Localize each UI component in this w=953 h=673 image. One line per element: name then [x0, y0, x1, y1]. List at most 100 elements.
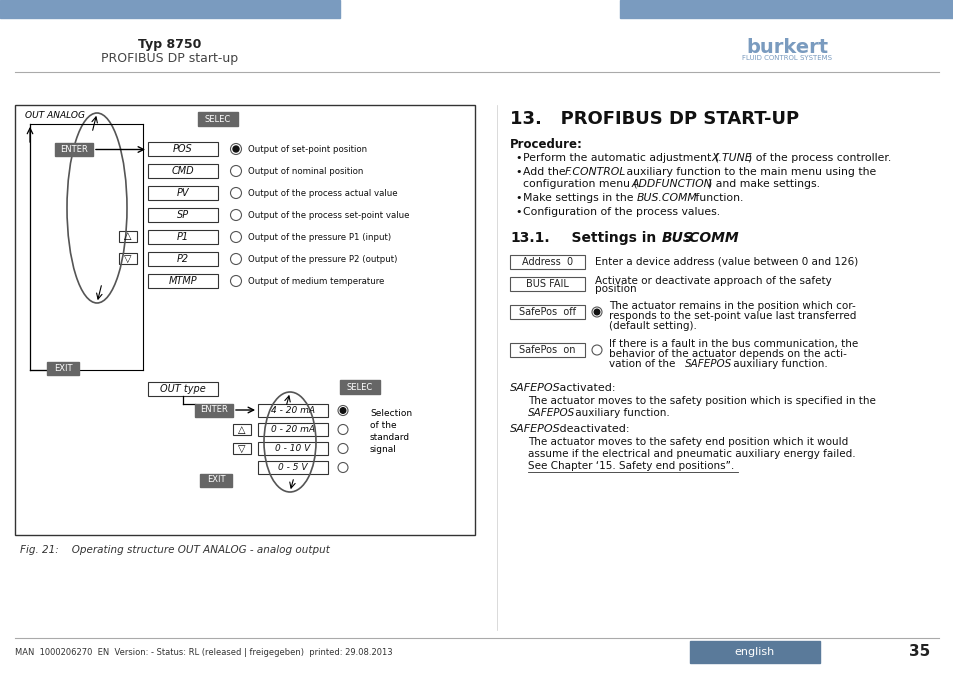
- Bar: [339, 380, 379, 394]
- Text: ADDFUNCTION: ADDFUNCTION: [631, 179, 712, 189]
- Bar: [510, 343, 584, 357]
- Text: 0 - 20 mA: 0 - 20 mA: [271, 425, 314, 434]
- Text: PROFIBUS DP start-up: PROFIBUS DP start-up: [101, 52, 238, 65]
- Bar: [148, 382, 218, 396]
- Text: SAFEPOS: SAFEPOS: [510, 424, 560, 434]
- Text: •: •: [515, 153, 521, 163]
- Text: Selection: Selection: [370, 409, 412, 419]
- Bar: [194, 404, 233, 417]
- Text: auxiliary function.: auxiliary function.: [572, 408, 669, 418]
- Text: vation of the: vation of the: [608, 359, 678, 369]
- Circle shape: [337, 444, 348, 454]
- Text: deactivated:: deactivated:: [556, 424, 629, 434]
- Text: △: △: [238, 425, 246, 435]
- Bar: [198, 112, 237, 126]
- Text: english: english: [734, 647, 774, 657]
- Circle shape: [592, 345, 601, 355]
- Text: Output of medium temperature: Output of medium temperature: [248, 277, 384, 285]
- Text: ENTER: ENTER: [60, 145, 88, 154]
- Text: auxiliary function to the main menu using the: auxiliary function to the main menu usin…: [622, 167, 876, 177]
- FancyBboxPatch shape: [119, 253, 137, 264]
- Text: F.CONTROL: F.CONTROL: [564, 167, 625, 177]
- Circle shape: [231, 188, 241, 199]
- Text: 13.1.: 13.1.: [510, 231, 549, 245]
- Bar: [257, 461, 328, 474]
- Bar: [510, 305, 584, 319]
- FancyBboxPatch shape: [233, 424, 251, 435]
- Circle shape: [231, 232, 241, 242]
- Bar: [148, 274, 218, 288]
- Text: FLUID CONTROL SYSTEMS: FLUID CONTROL SYSTEMS: [741, 55, 831, 61]
- Circle shape: [337, 406, 348, 415]
- Text: SAFEPOS: SAFEPOS: [510, 383, 560, 393]
- Text: BUS FAIL: BUS FAIL: [525, 279, 568, 289]
- Text: behavior of the actuator depends on the acti-: behavior of the actuator depends on the …: [608, 349, 846, 359]
- Circle shape: [594, 309, 599, 315]
- FancyBboxPatch shape: [119, 231, 137, 242]
- Text: OUT type: OUT type: [160, 384, 206, 394]
- Text: SP: SP: [176, 210, 189, 220]
- Text: activated:: activated:: [556, 383, 615, 393]
- Bar: [0, 0, 339, 18]
- Circle shape: [231, 275, 241, 287]
- Text: configuration menu (: configuration menu (: [522, 179, 637, 189]
- Text: PV: PV: [176, 188, 189, 198]
- Text: MTMP: MTMP: [169, 276, 197, 286]
- Bar: [200, 474, 232, 487]
- Text: Address  0: Address 0: [521, 257, 573, 267]
- Text: MAN  1000206270  EN  Version: - Status: RL (released | freigegeben)  printed: 29: MAN 1000206270 EN Version: - Status: RL …: [15, 648, 393, 657]
- Bar: [148, 208, 218, 222]
- Text: Enter a device address (value between 0 and 126): Enter a device address (value between 0 …: [595, 257, 858, 267]
- Circle shape: [231, 209, 241, 221]
- Text: △: △: [124, 232, 132, 242]
- Text: Fig. 21:    Operating structure OUT ANALOG - analog output: Fig. 21: Operating structure OUT ANALOG …: [20, 545, 330, 555]
- Text: •: •: [515, 167, 521, 177]
- Text: Configuration of the process values.: Configuration of the process values.: [522, 207, 720, 217]
- Text: POS: POS: [172, 144, 193, 154]
- Text: 35: 35: [908, 645, 929, 660]
- Circle shape: [233, 146, 239, 152]
- Text: SafePos  off: SafePos off: [518, 307, 576, 317]
- Circle shape: [337, 425, 348, 435]
- Text: Output of set-point position: Output of set-point position: [248, 145, 367, 153]
- Bar: [257, 404, 328, 417]
- Circle shape: [337, 462, 348, 472]
- Text: SELEC: SELEC: [347, 382, 373, 392]
- Bar: [148, 164, 218, 178]
- Text: (default setting).: (default setting).: [608, 321, 696, 331]
- Text: 13.   PROFIBUS DP START-UP: 13. PROFIBUS DP START-UP: [510, 110, 799, 128]
- Text: Output of the process actual value: Output of the process actual value: [248, 188, 397, 197]
- Text: The actuator moves to the safety position which is specified in the: The actuator moves to the safety positio…: [527, 396, 875, 406]
- Text: burkert: burkert: [745, 38, 827, 57]
- Text: BUS: BUS: [661, 231, 693, 245]
- Text: Output of nominal position: Output of nominal position: [248, 166, 363, 176]
- Text: .COMM: .COMM: [683, 231, 738, 245]
- Text: function.: function.: [691, 193, 742, 203]
- Text: ) and make settings.: ) and make settings.: [707, 179, 820, 189]
- Circle shape: [340, 408, 345, 413]
- Text: OUT ANALOG: OUT ANALOG: [25, 112, 85, 120]
- Circle shape: [231, 254, 241, 264]
- Text: SAFEPOS: SAFEPOS: [684, 359, 732, 369]
- Text: The actuator remains in the position which cor-: The actuator remains in the position whi…: [608, 301, 855, 311]
- Text: SAFEPOS: SAFEPOS: [527, 408, 575, 418]
- Bar: [510, 277, 584, 291]
- Text: Make settings in the: Make settings in the: [522, 193, 637, 203]
- Circle shape: [592, 307, 601, 317]
- Bar: [257, 442, 328, 455]
- Text: Procedure:: Procedure:: [510, 138, 582, 151]
- Text: ▽: ▽: [238, 444, 246, 454]
- Text: SafePos  on: SafePos on: [518, 345, 576, 355]
- Bar: [148, 252, 218, 266]
- Text: Output of the pressure P1 (input): Output of the pressure P1 (input): [248, 232, 391, 242]
- Bar: [148, 230, 218, 244]
- Text: The actuator moves to the safety end position which it would: The actuator moves to the safety end pos…: [527, 437, 847, 447]
- Circle shape: [231, 166, 241, 176]
- Bar: [55, 143, 92, 156]
- Text: responds to the set-point value last transferred: responds to the set-point value last tra…: [608, 311, 856, 321]
- Text: 0 - 5 V: 0 - 5 V: [278, 463, 308, 472]
- Text: 4 - 20 mA: 4 - 20 mA: [271, 406, 314, 415]
- Text: assume if the electrical and pneumatic auxiliary energy failed.: assume if the electrical and pneumatic a…: [527, 449, 855, 459]
- Text: Output of the process set-point value: Output of the process set-point value: [248, 211, 409, 219]
- Text: Add the: Add the: [522, 167, 569, 177]
